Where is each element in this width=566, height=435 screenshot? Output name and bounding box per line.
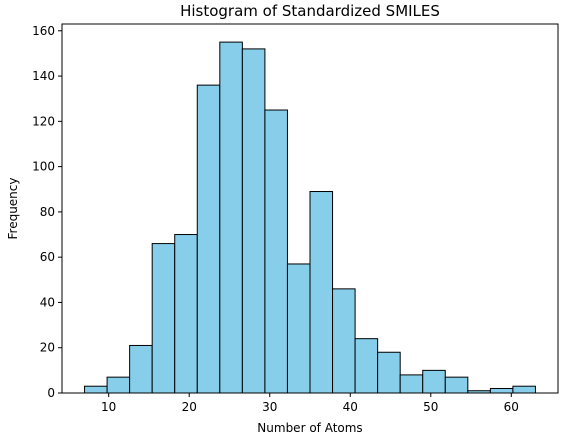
histogram-bar (286, 263, 311, 394)
x-tick-label: 40 (343, 400, 358, 414)
x-tick-label: 10 (101, 400, 116, 414)
histogram-bar (151, 243, 176, 394)
x-tick-label: 20 (182, 400, 197, 414)
y-tick-label: 100 (32, 160, 55, 174)
x-axis: 10 20 30 40 50 60 (101, 393, 519, 414)
histogram-bar (489, 387, 514, 394)
x-axis-label: Number of Atoms (257, 421, 362, 435)
bars-group (84, 41, 536, 394)
histogram-bar (332, 288, 356, 394)
histogram-bar (174, 234, 198, 394)
y-tick-label: 160 (32, 24, 55, 38)
histogram-bar (512, 385, 536, 394)
histogram-bar (129, 344, 153, 394)
y-tick-label: 40 (40, 295, 55, 309)
y-tick-label: 0 (47, 386, 55, 400)
y-tick-label: 60 (40, 250, 55, 264)
x-tick-label: 60 (504, 400, 519, 414)
y-tick-label: 120 (32, 114, 55, 128)
y-axis: 0 20 40 60 80 100 120 140 160 (32, 24, 62, 400)
chart-title: Histogram of Standardized SMILES (180, 2, 440, 20)
y-tick-label: 20 (40, 341, 55, 355)
y-axis-label: Frequency (6, 178, 20, 240)
histogram-bar (444, 376, 469, 394)
histogram-bar (377, 351, 401, 394)
x-tick-label: 50 (423, 400, 438, 414)
y-tick-label: 140 (32, 69, 55, 83)
histogram-bar (422, 369, 446, 394)
y-tick-label: 80 (40, 205, 55, 219)
histogram-bar (399, 374, 424, 394)
histogram-bar (309, 191, 334, 394)
x-tick-label: 30 (262, 400, 277, 414)
histogram-bar (196, 84, 221, 394)
histogram-bar (264, 109, 288, 394)
histogram-bar (106, 376, 131, 394)
histogram-bar (84, 385, 108, 394)
histogram-bar (354, 338, 379, 394)
plot-frame (61, 23, 559, 394)
histogram-bar (241, 48, 266, 394)
histogram-bar (219, 41, 243, 394)
